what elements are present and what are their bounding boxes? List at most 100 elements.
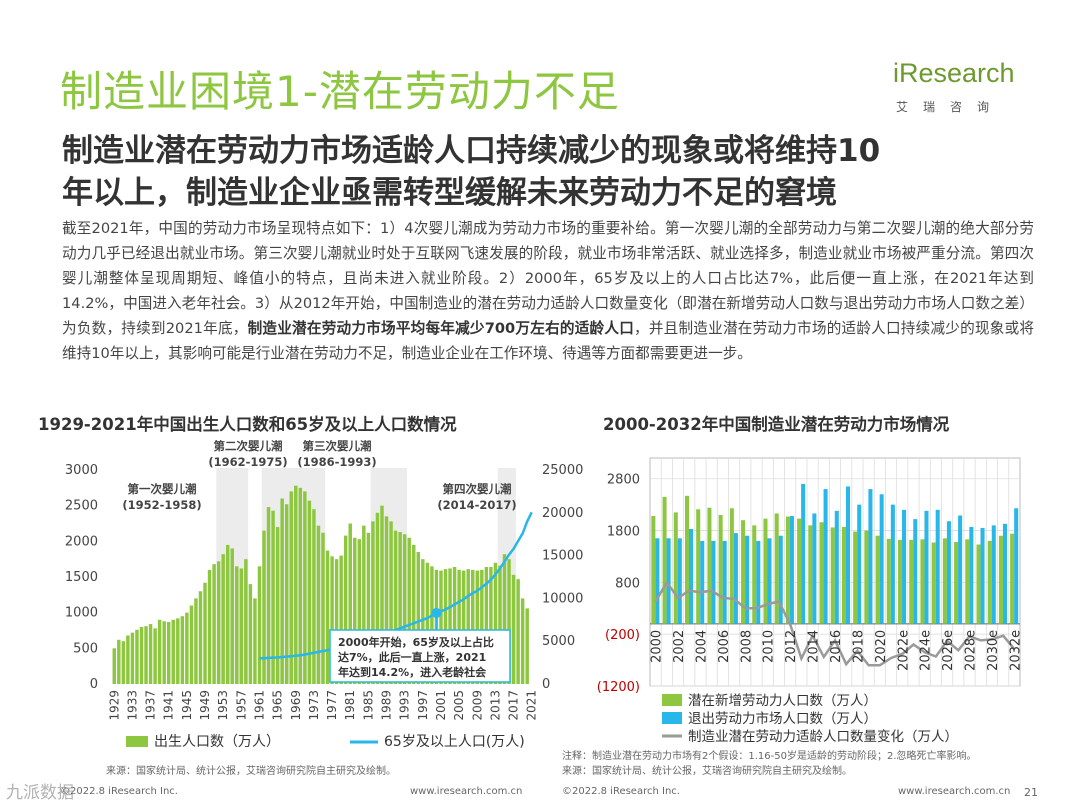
x-tick-label: 2000 xyxy=(650,630,665,663)
birth-bar xyxy=(339,555,343,684)
summary-text-1: 截至2021年，中国的劳动力市场呈现特点如下：1）4次婴儿潮成为劳动力市场的重要… xyxy=(62,220,1034,337)
x-tick-label: 1997 xyxy=(416,690,430,721)
x-tick-label: 1965 xyxy=(271,690,285,721)
exit-labor-bar xyxy=(913,519,918,624)
birth-bar xyxy=(384,516,389,684)
new-labor-bar xyxy=(707,507,712,624)
x-tick-label: 2026e xyxy=(941,630,956,671)
legend-exit-labor-swatch xyxy=(662,712,682,724)
x-tick-label: 1937 xyxy=(144,690,158,721)
birth-bar xyxy=(507,559,511,684)
birth-bar xyxy=(239,568,244,684)
annotation-box xyxy=(329,629,511,683)
birth-bar xyxy=(303,491,307,684)
website-left[interactable]: www.iresearch.com.cn xyxy=(410,786,523,797)
x-tick-label: 2020 xyxy=(874,630,889,663)
y-tick-label: (200) xyxy=(605,628,640,643)
headline-line-2: 年以上，制造业企业亟需转型缓解未来劳动力不足的窘境 xyxy=(62,175,837,211)
baby-boom-label: 第三次婴儿潮 xyxy=(303,440,372,453)
birth-bar xyxy=(203,582,207,684)
birth-bar xyxy=(457,569,461,684)
x-tick-label: 2022e xyxy=(896,630,911,671)
new-labor-bar xyxy=(942,538,947,624)
exit-labor-bar xyxy=(879,494,884,624)
y-left-tick-label: 2500 xyxy=(65,499,98,514)
birth-bar xyxy=(389,521,393,684)
y-right-tick-label: 0 xyxy=(542,677,550,692)
birth-bar xyxy=(166,621,171,684)
y-left-tick-label: 2000 xyxy=(65,534,98,549)
birth-bar xyxy=(221,554,225,684)
website-right[interactable]: www.iresearch.com.cn xyxy=(898,786,1011,797)
birth-bar xyxy=(153,628,157,684)
birth-bar xyxy=(321,532,325,684)
x-tick-label: 2013 xyxy=(488,690,502,721)
birth-bar xyxy=(112,648,116,684)
birth-bar xyxy=(180,616,185,684)
iresearch-logo[interactable]: iResearch 艾瑞咨询 xyxy=(893,58,1033,118)
exit-labor-bar xyxy=(980,527,985,624)
summary-highlight: 制造业潜在劳动力市场平均每年减少700万左右的适龄人口 xyxy=(247,320,635,337)
new-labor-bar xyxy=(909,539,914,624)
birth-bar xyxy=(452,567,457,684)
birth-bar xyxy=(325,550,330,684)
birth-bar xyxy=(366,532,371,684)
new-labor-bar xyxy=(1010,533,1015,624)
new-labor-bar xyxy=(965,539,970,624)
legend-birth-label: 出生人口数（万人） xyxy=(154,734,280,750)
exit-labor-bar xyxy=(868,489,873,624)
x-tick-label: 2024e xyxy=(919,630,934,671)
net-change-line xyxy=(654,580,1016,667)
birth-bar xyxy=(225,544,230,684)
birth-bar xyxy=(248,584,253,684)
birth-bar xyxy=(502,554,507,684)
birth-bar xyxy=(421,559,425,684)
x-tick-label: 1941 xyxy=(162,690,176,721)
x-tick-label: 2014 xyxy=(807,630,822,663)
summary-text-2: ，并且制造业潜在劳动力市场的适龄人口持续减少的现象或将维持10年以上，其影响可能… xyxy=(62,320,1034,362)
new-labor-bar xyxy=(819,522,824,624)
chart1-title: 1929-2021年中国出生人口数和65岁及以上人口数情况 xyxy=(38,415,457,434)
birth-bar xyxy=(253,598,257,684)
birth-bar xyxy=(443,569,448,684)
birth-bar xyxy=(121,641,126,684)
legend-exit-labor-label: 退出劳动力市场人口数（万人） xyxy=(688,710,877,727)
logo-word: iResearch xyxy=(893,58,1015,88)
exit-labor-bar xyxy=(991,525,996,624)
birth-bar xyxy=(402,534,407,684)
birth-bar xyxy=(144,626,148,684)
baby-boom-years: (2014-2017) xyxy=(437,498,516,512)
birth-bar xyxy=(362,525,366,684)
birth-bar xyxy=(148,624,153,684)
x-tick-label: 1969 xyxy=(289,690,303,721)
left-source: 来源：国家统计局、统计公报，艾瑞咨询研究院自主研究及绘制。 xyxy=(106,766,396,777)
new-labor-bar xyxy=(841,526,846,624)
y-right-tick-label: 25000 xyxy=(542,463,583,478)
new-labor-bar xyxy=(808,525,813,624)
x-tick-label: 1985 xyxy=(361,690,375,721)
baby-boom-years: (1986-1993) xyxy=(297,455,376,469)
birth-bar xyxy=(262,530,266,684)
new-labor-bar xyxy=(763,518,768,624)
exit-labor-bar xyxy=(767,538,772,624)
x-tick-label: 1945 xyxy=(180,690,194,721)
new-labor-bar xyxy=(651,516,656,624)
birth-bar xyxy=(312,509,316,684)
exit-labor-bar xyxy=(958,515,963,624)
birth-bar xyxy=(371,521,375,684)
x-tick-label: 2030e xyxy=(986,630,1001,671)
birth-bar xyxy=(475,570,480,684)
exit-labor-bar xyxy=(857,504,862,624)
birth-bar xyxy=(126,635,130,684)
legend-new-labor-swatch xyxy=(662,694,682,706)
exit-labor-bar xyxy=(789,516,794,624)
x-tick-label: 1961 xyxy=(252,690,266,721)
birth-bar xyxy=(284,504,289,684)
birth-bar xyxy=(316,525,321,684)
new-labor-bar xyxy=(662,496,667,624)
new-labor-bar xyxy=(774,513,779,624)
birth-and-aged-population-chart: 0 500 1000 1500 2000 2500 3000 0 5000 10000 15000 2… xyxy=(65,440,583,750)
birth-bar xyxy=(448,568,452,684)
x-tick-label: 2005 xyxy=(452,690,466,721)
annotation-text: 年达到14.2%，进入老龄社会 xyxy=(338,665,487,679)
